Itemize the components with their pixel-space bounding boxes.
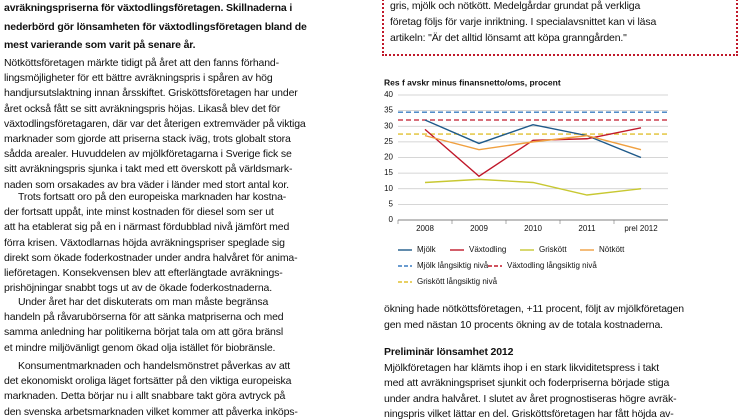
- legend-label: Mjölk långsiktig nivå: [417, 261, 489, 270]
- x-tick-label: prel 2012: [624, 224, 658, 233]
- paragraph-line: under andra halvåret. I slutet av året p…: [384, 392, 677, 405]
- paragraph-line: lieföretagen. Konsekvensen blev att efte…: [4, 267, 283, 279]
- paragraph-line: sådda arealer. Huvuddelen av mjölkföreta…: [4, 148, 292, 161]
- paragraph-line: prishöjningar snabbt togs ut av de ökade…: [4, 282, 272, 295]
- paragraph-line: sitt avräkningspris sjunka i takt med et…: [4, 163, 293, 176]
- chart-title: Res f avskr minus finansnetto/oms, proce…: [384, 77, 561, 87]
- y-tick-label: 5: [389, 199, 394, 208]
- legend-label: Växtodling: [469, 245, 506, 254]
- paragraph-line: året också fått se sitt avräkningspris h…: [4, 102, 281, 115]
- paragraph-line: det ekonomiskt oroliga läget fortsätter …: [4, 375, 292, 388]
- info-line: artikeln: "Är det alltid lönsamt att köp…: [390, 32, 627, 44]
- y-tick-label: 25: [384, 137, 393, 146]
- paragraph-line: handeln på råvarubörserna för att sänka …: [4, 311, 284, 324]
- legend-label: Nötkött: [599, 245, 625, 254]
- paragraph-line: lingsmöjligheter för ett bättre avräknin…: [4, 72, 273, 85]
- y-tick-label: 30: [384, 121, 393, 130]
- lead-line: mest varierande som varit på senare år.: [4, 39, 196, 51]
- paragraph-line: Nötköttsföretagen märkte tidigt på året …: [4, 57, 279, 69]
- paragraph-line: att ha etablerat sig på en i närmast för…: [4, 221, 290, 234]
- y-tick-label: 10: [384, 184, 393, 193]
- paragraph-line: med att avräkningspriset sjunkit och fod…: [384, 377, 670, 390]
- paragraph-line: gen med nästan 10 procents ökning av de …: [384, 318, 663, 331]
- x-tick-label: 2008: [416, 224, 434, 233]
- paragraph-line: ökning hade nötköttsföretagen, +11 proce…: [384, 303, 684, 315]
- paragraph-line: växtodlingsföretagaren, där var det åter…: [4, 117, 306, 130]
- x-tick-label: 2009: [470, 224, 488, 233]
- paragraph-line: ningspris vilket lättar en del. Griskött…: [384, 407, 674, 419]
- paragraph-line: marknaden. Detta börjar nu i allt snabba…: [4, 390, 286, 403]
- paragraph-line: Under året har det diskuterats om man må…: [18, 296, 269, 308]
- paragraph-line: naden som orsakades av bra väder i lände…: [4, 178, 289, 191]
- paragraph-line: Trots fortsatt oro på den europeiska mar…: [18, 191, 287, 203]
- paragraph-line: samma anledning har politikerna börjat t…: [4, 326, 284, 339]
- series-line: [424, 127, 642, 178]
- paragraph-line: handjursutslaktning innan årsskiftet. Gr…: [4, 87, 298, 100]
- legend-label: Griskött långsiktig nivå: [417, 277, 498, 286]
- x-tick-label: 2011: [578, 224, 596, 233]
- info-box: [382, 0, 738, 56]
- legend-label: Växtodling långsiktig nivå: [507, 261, 597, 270]
- x-tick-label: 2010: [524, 224, 542, 233]
- paragraph-line: direkt som ökade foderkostnader under an…: [4, 251, 298, 264]
- legend-label: Griskött: [539, 245, 567, 254]
- y-tick-label: 35: [384, 106, 393, 115]
- paragraph-line: Mjölkföretagen har klämts ihop i en star…: [384, 362, 660, 374]
- y-tick-label: 15: [384, 168, 393, 177]
- lead-line: nederbörd gör lönsamheten för växtodling…: [4, 20, 307, 33]
- paragraph-line: marknader som gjorde att priserna stack …: [4, 133, 291, 145]
- paragraph-line: förra krisen. Växtodlarnas höjda avräkni…: [4, 236, 285, 249]
- lead-line: avräkningspriserna för växtodlingsföreta…: [4, 2, 293, 14]
- section-heading: Preliminär lönsamhet 2012: [384, 346, 514, 358]
- paragraph-line: Konsumentmarknaden och handelsmönstret p…: [18, 360, 291, 372]
- y-tick-label: 40: [384, 90, 393, 99]
- paragraph-line: der fortsatt uppåt, inte minst kostnaden…: [4, 206, 274, 219]
- paragraph-line: et mindre miljövänligt genom ökad olja i…: [4, 341, 276, 354]
- paragraph-line: den svenska arbetsmarknaden vilket komme…: [4, 405, 298, 418]
- legend-label: Mjölk: [417, 245, 437, 254]
- series-line: [424, 178, 642, 196]
- series-line: [424, 134, 642, 151]
- info-line: gris, mjölk och nötkött. Medelgårdar gru…: [390, 0, 641, 12]
- series-line: [424, 119, 642, 159]
- y-tick-label: 20: [384, 153, 393, 162]
- y-tick-label: 0: [389, 215, 394, 224]
- info-line: företag följs för varje inriktning. I sp…: [390, 16, 657, 28]
